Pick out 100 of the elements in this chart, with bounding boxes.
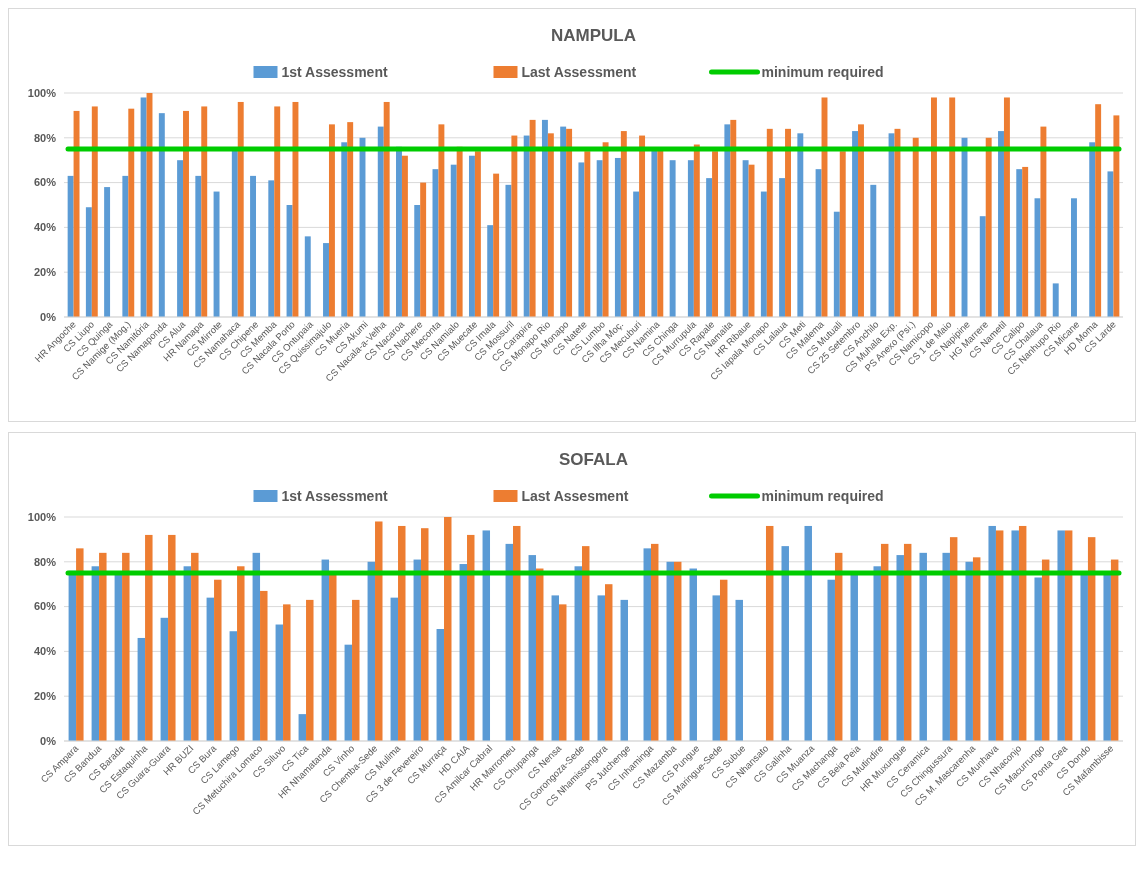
- bar: [689, 568, 697, 741]
- bar: [213, 191, 220, 317]
- bar: [536, 568, 544, 741]
- y-tick-label: 20%: [33, 266, 57, 279]
- y-tick-label: 100%: [27, 510, 57, 523]
- bar: [827, 579, 835, 741]
- bar: [1016, 169, 1023, 317]
- bar: [1080, 573, 1088, 741]
- bar: [1011, 530, 1019, 741]
- bar: [949, 537, 958, 741]
- bar: [639, 135, 646, 317]
- bar: [183, 110, 189, 317]
- bar: [602, 142, 609, 317]
- bar: [352, 599, 360, 741]
- bar: [421, 528, 429, 741]
- bar: [191, 552, 199, 741]
- legend-label: minimum required: [761, 488, 884, 505]
- bar: [596, 160, 603, 317]
- chart-title: SOFALA: [559, 450, 628, 469]
- bar: [229, 631, 238, 741]
- y-tick-label: 40%: [33, 221, 57, 234]
- bar: [114, 573, 123, 741]
- bar: [91, 566, 100, 741]
- bar: [341, 142, 348, 317]
- bar: [1022, 166, 1029, 317]
- bar: [237, 566, 245, 741]
- bar: [930, 97, 937, 317]
- bar: [605, 584, 613, 741]
- bar: [839, 151, 846, 317]
- bar: [323, 243, 329, 317]
- bar: [1064, 530, 1073, 741]
- bar: [834, 552, 843, 741]
- bar: [140, 97, 147, 317]
- bar: [91, 106, 98, 317]
- bar: [949, 97, 956, 317]
- bar: [122, 175, 129, 317]
- bar: [444, 517, 452, 741]
- bar: [474, 151, 481, 317]
- bar: [781, 546, 789, 741]
- bar: [919, 552, 927, 741]
- bar: [383, 101, 390, 317]
- y-tick-label: 20%: [33, 690, 57, 703]
- bar: [1071, 198, 1077, 317]
- bar: [274, 106, 281, 317]
- bar: [1052, 283, 1059, 317]
- bar: [903, 543, 912, 741]
- bar: [985, 137, 992, 317]
- bar: [206, 597, 215, 741]
- bar: [304, 236, 311, 317]
- bar: [965, 561, 973, 741]
- bar: [1095, 104, 1102, 317]
- bar: [582, 546, 590, 741]
- bar: [779, 178, 786, 317]
- bar: [1107, 171, 1114, 317]
- bar: [614, 157, 621, 317]
- bar: [214, 579, 222, 741]
- bar: [414, 205, 421, 317]
- bar: [250, 175, 257, 317]
- bar: [67, 175, 74, 317]
- bar: [201, 106, 208, 317]
- bar: [450, 164, 457, 317]
- y-tick-label: 80%: [33, 555, 57, 568]
- bar: [511, 135, 518, 317]
- bar: [328, 124, 335, 317]
- bar: [1018, 525, 1027, 741]
- bar: [880, 543, 889, 741]
- bar: [797, 133, 804, 317]
- bar: [988, 525, 996, 741]
- bar: [398, 525, 406, 741]
- bar: [145, 534, 153, 741]
- y-tick-label: 60%: [33, 600, 57, 613]
- y-tick-label: 80%: [33, 131, 57, 144]
- bar: [804, 525, 812, 741]
- bar: [1110, 559, 1119, 741]
- legend-label: Last Assesment: [521, 488, 629, 505]
- legend-label: 1st Assessment: [281, 64, 388, 81]
- legend-label: Last Assessment: [521, 64, 637, 81]
- bar: [275, 624, 284, 741]
- bar: [99, 552, 107, 741]
- bar: [260, 590, 268, 741]
- bar: [1040, 126, 1047, 317]
- bar: [584, 151, 591, 317]
- bar: [896, 555, 904, 741]
- bar: [292, 101, 299, 317]
- bar: [852, 131, 859, 317]
- y-tick-label: 40%: [33, 645, 57, 658]
- bar: [673, 561, 682, 741]
- legend-label: minimum required: [761, 64, 884, 81]
- bar: [1113, 115, 1120, 317]
- bar: [375, 521, 383, 741]
- bar: [268, 180, 275, 317]
- bar: [321, 559, 330, 741]
- bar: [160, 617, 169, 741]
- bar: [1057, 530, 1065, 741]
- bar: [513, 525, 521, 741]
- bar: [1041, 559, 1050, 741]
- bar: [766, 128, 773, 317]
- bar: [1034, 577, 1042, 741]
- bar: [523, 135, 530, 317]
- bar: [1089, 142, 1096, 317]
